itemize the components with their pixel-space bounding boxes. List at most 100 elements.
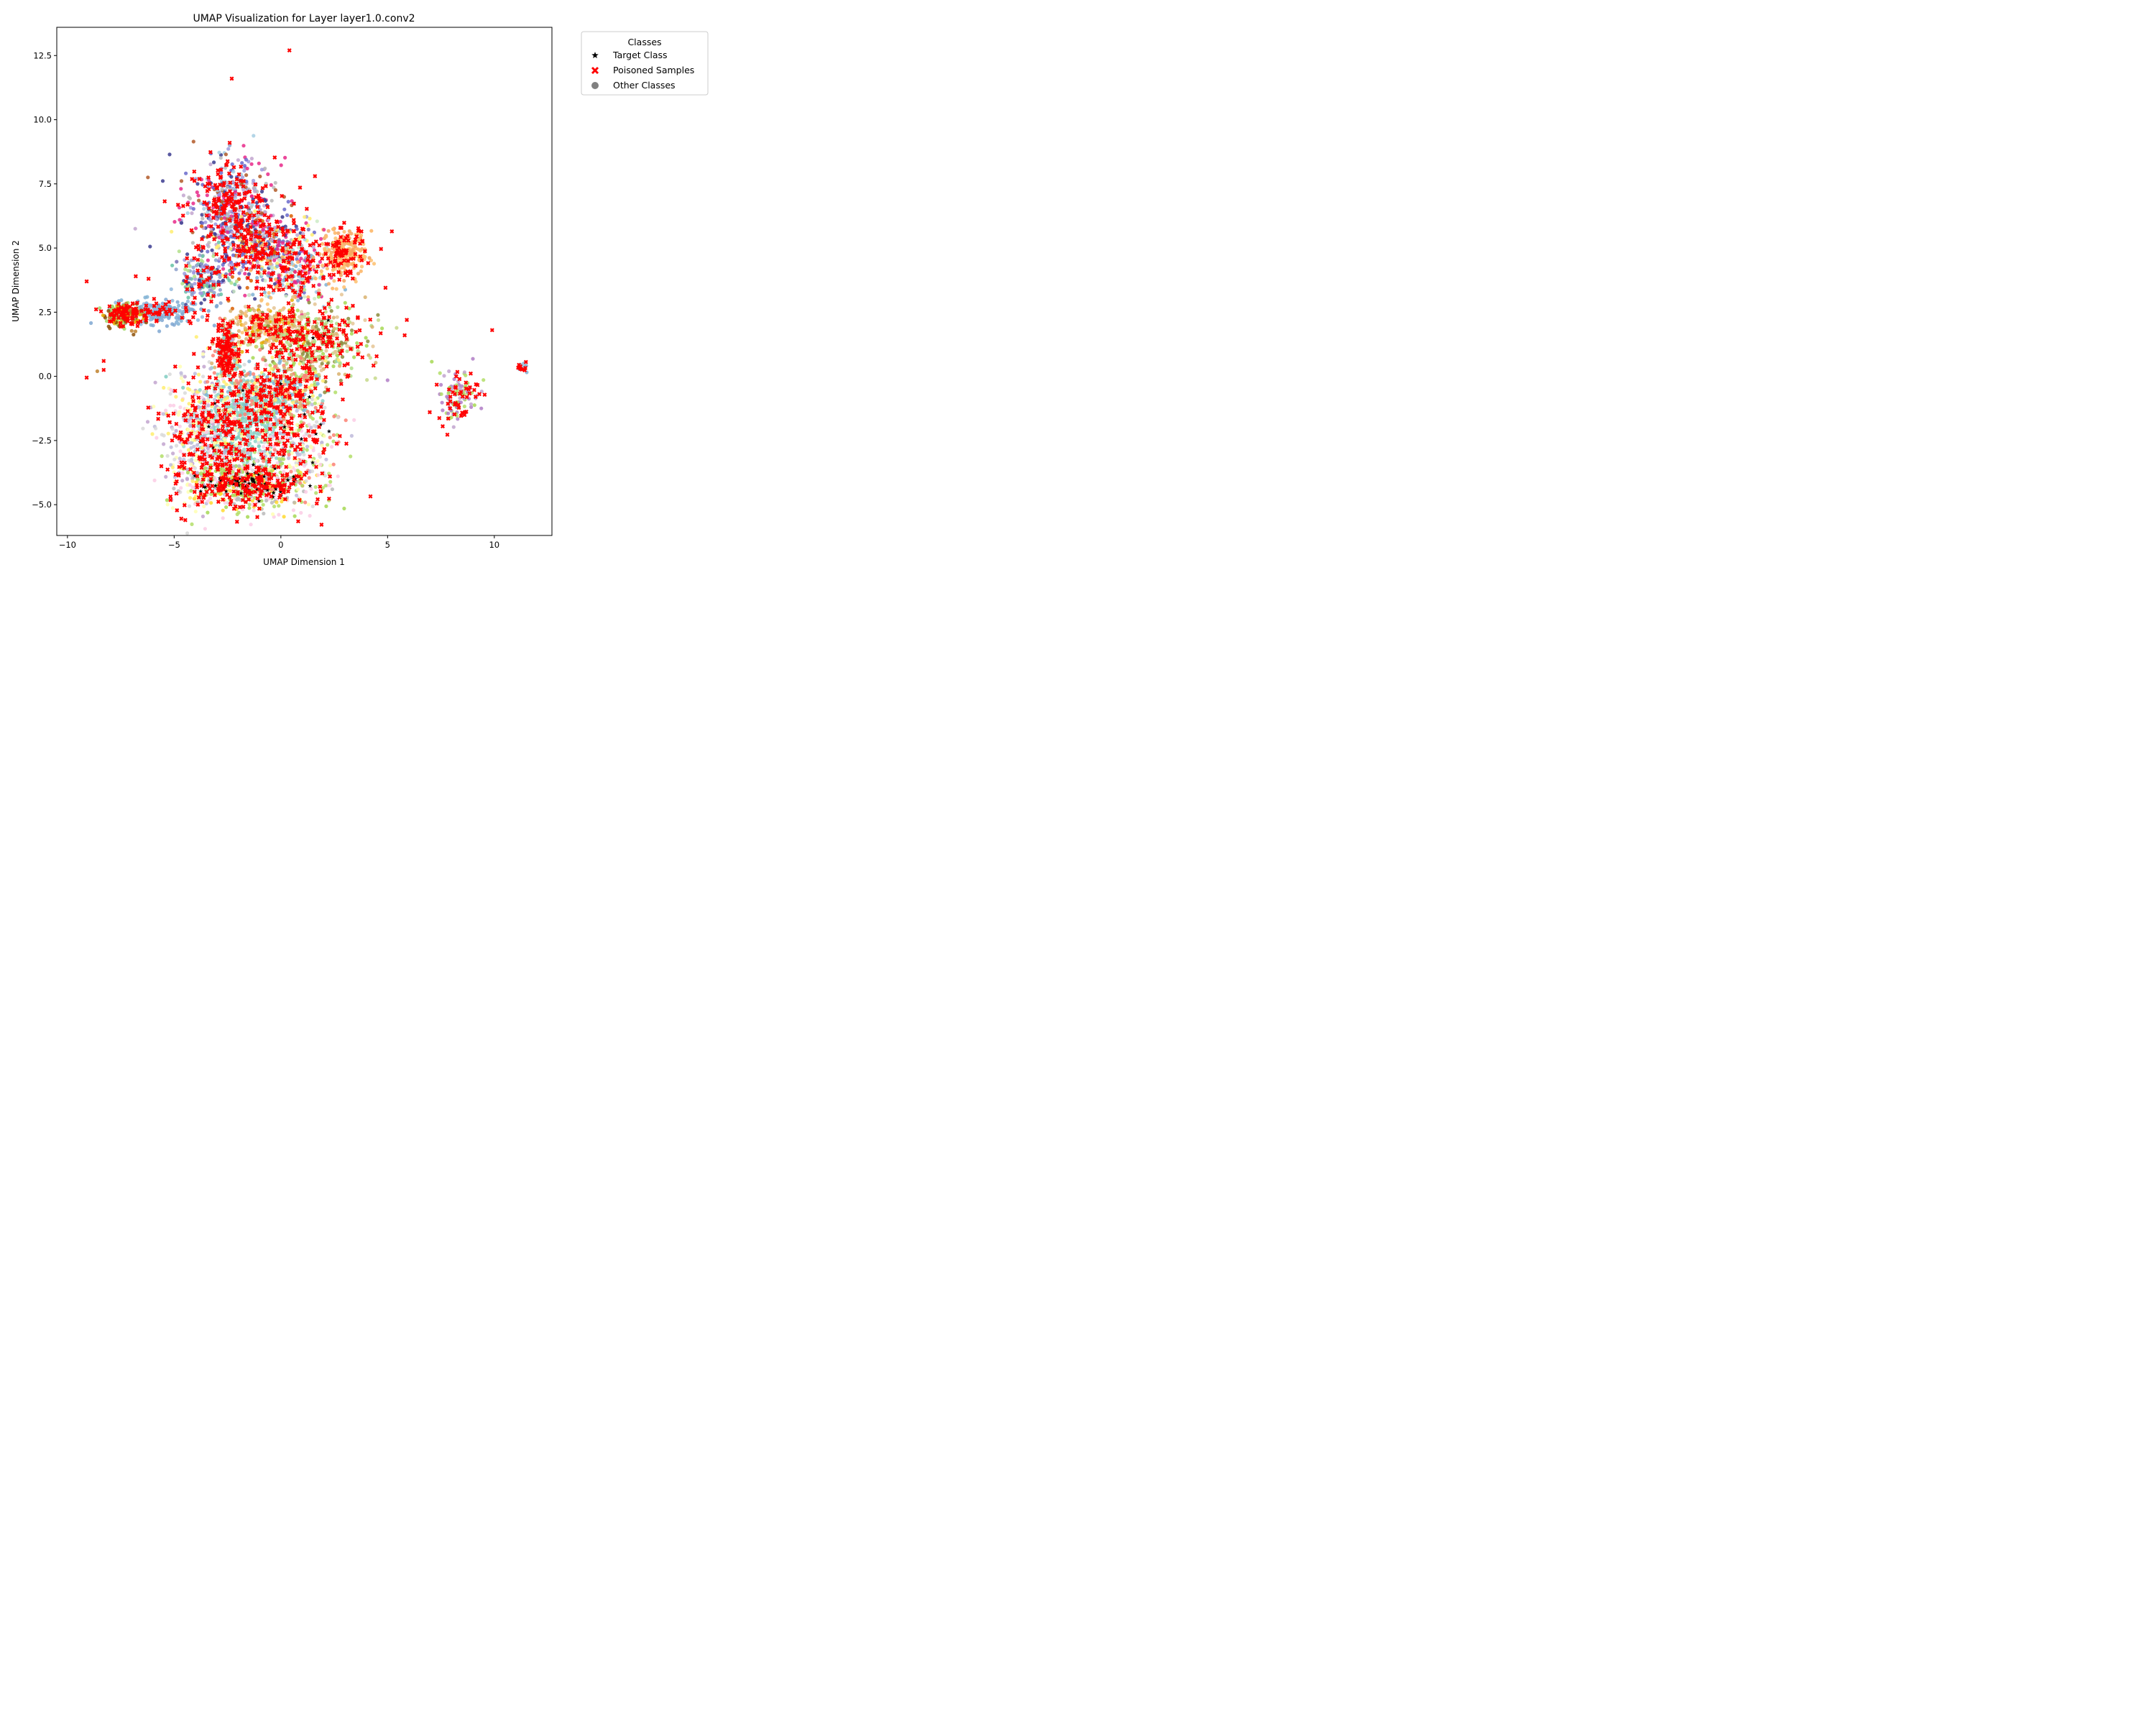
other-class-point [310,504,315,509]
other-class-point [196,271,201,275]
other-class-point [234,408,238,412]
other-class-point [275,261,280,265]
other-class-point [245,451,249,455]
poisoned-sample-point [189,228,194,233]
poisoned-sample-point [331,264,336,269]
other-class-point [199,301,203,305]
other-class-point [262,203,267,208]
other-class-point [272,448,277,452]
other-class-point [272,305,276,310]
other-class-point [336,358,341,362]
poisoned-sample-point [259,250,264,255]
poisoned-sample-point [311,283,316,288]
poisoned-sample-point [291,218,296,223]
poisoned-sample-point [238,205,243,210]
other-class-point [180,479,185,483]
other-class-point [247,434,251,438]
other-class-point [295,487,300,492]
other-class-point [218,275,222,280]
other-class-point [206,258,210,262]
other-class-point [251,356,255,360]
other-class-point [280,456,284,461]
poisoned-sample-point [308,243,313,248]
other-class-point [204,392,208,397]
other-class-point [339,293,344,297]
other-class-point [179,376,183,380]
other-class-point [178,410,182,414]
poisoned-sample-point [263,242,268,247]
poisoned-sample-point [311,258,315,263]
poisoned-sample-point [214,252,219,257]
other-class-point [324,457,328,461]
other-class-point [181,385,185,390]
other-class-point [214,245,218,249]
other-class-point [247,359,252,364]
other-class-point [201,254,205,258]
other-class-point [364,344,369,348]
other-class-point [343,300,347,305]
other-class-point [206,510,210,515]
poisoned-sample-point [237,224,242,229]
poisoned-sample-point [323,252,328,257]
other-class-point [202,206,206,211]
other-class-point [351,249,355,254]
other-class-point [291,508,295,512]
other-class-point [280,241,285,245]
other-class-point [317,282,321,287]
other-class-point [236,510,241,515]
other-class-point [188,387,192,392]
poisoned-sample-point [234,177,239,182]
poisoned-sample-point [292,290,298,295]
other-class-point [310,469,315,474]
other-class-point [221,267,226,271]
other-class-point [191,139,195,144]
poisoned-sample-point [271,288,276,293]
poisoned-sample-point [190,287,195,292]
other-class-point [218,301,223,305]
other-class-point [324,504,328,509]
other-class-point [271,336,275,340]
other-class-point [214,217,218,221]
other-class-point [258,174,262,179]
other-class-point [234,443,239,447]
poisoned-sample-point [236,262,241,267]
other-class-point [257,441,261,445]
other-class-point [199,291,203,295]
poisoned-sample-point [287,250,292,255]
other-class-point [95,369,99,374]
poisoned-sample-point [247,189,252,194]
poisoned-sample-point [207,206,211,211]
other-class-point [263,166,267,170]
poisoned-sample-point [299,285,304,290]
other-class-point [141,426,145,431]
poisoned-sample-point [269,250,274,255]
other-class-point [277,274,281,278]
poisoned-sample-point [162,199,167,204]
poisoned-sample-point [338,234,344,239]
other-class-point [190,390,195,394]
poisoned-sample-point [213,270,218,275]
poisoned-sample-point [236,248,241,253]
poisoned-sample-point [236,198,241,203]
other-class-point [203,298,207,302]
other-class-point [195,182,200,186]
other-class-point [207,241,211,245]
other-class-point [231,240,235,244]
other-class-point [257,310,262,315]
other-class-point [259,267,264,271]
other-class-point [344,418,348,423]
other-class-point [321,242,325,246]
poisoned-sample-point [256,235,261,239]
other-class-point [206,403,211,408]
other-class-point [164,408,168,413]
other-class-point [311,367,315,372]
other-class-point [172,403,176,408]
other-class-point [240,331,244,335]
other-class-point [321,399,325,403]
other-class-point [430,359,434,364]
other-class-point [328,479,333,484]
other-class-point [269,295,273,300]
other-class-point [336,305,340,309]
other-class-point [184,171,188,175]
other-class-point [282,365,287,370]
